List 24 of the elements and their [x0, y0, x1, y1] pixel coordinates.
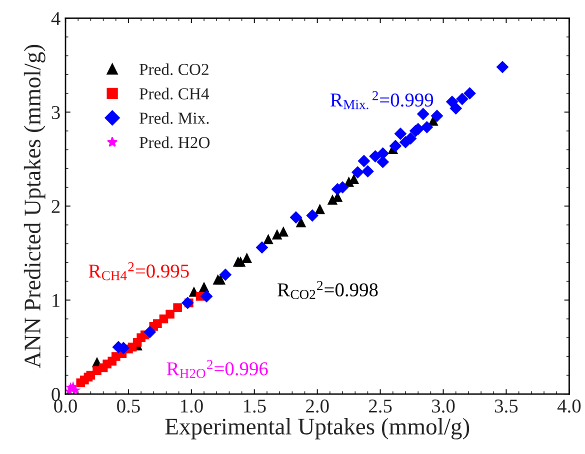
x-tick-label: 2.5	[369, 400, 392, 413]
x-tick-label: 1.0	[181, 399, 203, 413]
annotation: R$_{CO2}$$^{2}$=0.998	[278, 280, 378, 300]
x-tick-label: 3.0	[432, 399, 455, 413]
x-tick-label: 3.5	[495, 400, 518, 413]
legend-label: Pred. CH4	[139, 88, 210, 100]
legend-label: Pred. CO2	[139, 63, 208, 76]
y-tick-label: 2	[52, 200, 60, 213]
legend-label: Pred. Mix.	[139, 112, 209, 124]
y-tick-label: 0	[52, 388, 60, 402]
y-tick-label: 3	[52, 106, 60, 120]
x-tick-label: 0.5	[117, 399, 140, 413]
x-tick-label: 0.0	[54, 399, 77, 413]
annotation: R$_{CH4}$$^{2}$=0.995	[88, 262, 189, 280]
y-axis-title: ANN Predicted Uptakes (mmol/g)	[24, 44, 46, 368]
annotation: R$_{Mix.}$$^{2}$=0.999	[330, 91, 434, 110]
y-tick-label: 1	[52, 294, 60, 307]
x-axis-title: Experimental Uptakes (mmol/g)	[165, 418, 470, 440]
legend-label: Pred. H2O	[139, 136, 210, 148]
x-tick-label: 1.5	[244, 400, 266, 413]
x-tick-label: 2.0	[306, 399, 329, 413]
annotation: R$_{H2O}$$^{2}$=0.996	[166, 360, 268, 378]
y-tick-label: 4	[51, 12, 60, 25]
x-tick-label: 4.0	[557, 399, 581, 413]
